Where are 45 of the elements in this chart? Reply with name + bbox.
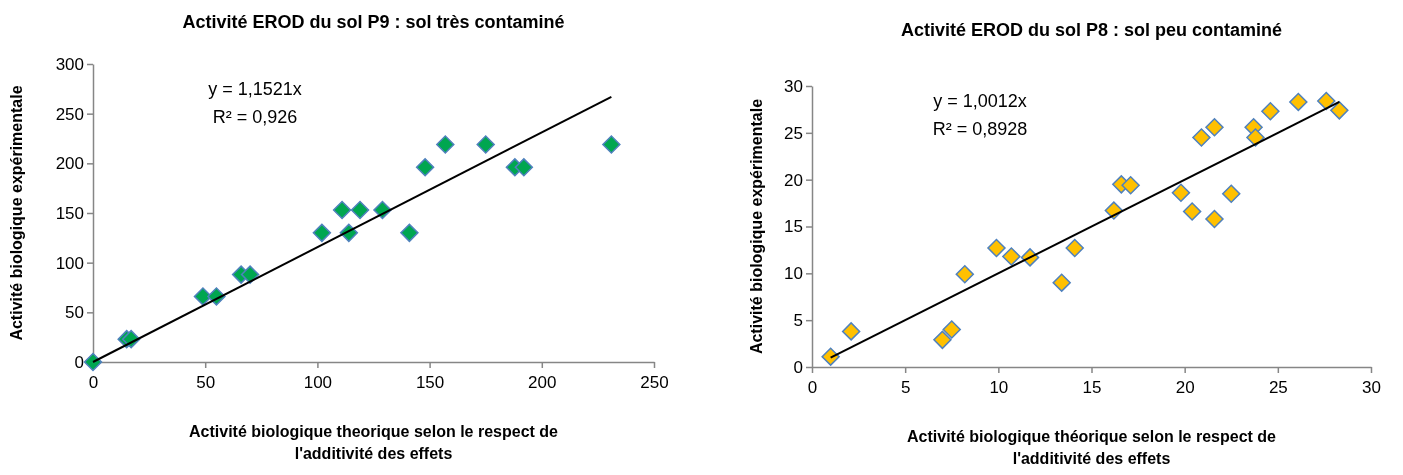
- x-tick-label: 150: [415, 373, 445, 392]
- y-tick-label: 150: [55, 203, 84, 223]
- annotation: R² = 0,926: [212, 107, 298, 127]
- x-axis-title: Activité biologique theorique selon le respect de l'additivité des effets: [189, 423, 559, 462]
- x-tick-label: 10: [989, 378, 1009, 397]
- point: [350, 200, 370, 220]
- y-tick-label: 10: [784, 264, 803, 284]
- point: [1171, 183, 1191, 203]
- annotation: y = 1,1521x: [208, 79, 302, 99]
- y-axis-title: Activité biologique expérimentale: [8, 85, 25, 341]
- y-tick-label: 0: [793, 357, 803, 377]
- y-tick-label: 300: [55, 54, 84, 74]
- x-tick-label: 50: [196, 373, 216, 392]
- y-tick-label: 0: [74, 352, 84, 372]
- x-tick-label: 15: [1082, 378, 1102, 397]
- x-tick-label: 0: [88, 373, 99, 392]
- y-tick-label: 50: [65, 303, 84, 323]
- y-tick-label: 25: [784, 123, 803, 143]
- point: [1317, 91, 1336, 111]
- y-tick-label: 250: [55, 104, 84, 124]
- x-tick-label: 20: [1175, 378, 1195, 397]
- point: [1065, 238, 1084, 258]
- x-tick-label: 5: [900, 378, 911, 397]
- x-tick-label: 0: [807, 378, 818, 397]
- y-axis-title: Activité biologique expérimentale: [748, 98, 765, 355]
- y-tick-label: 30: [784, 76, 803, 96]
- chart-title: Activité EROD du sol P9 : sol très contaminé: [182, 12, 565, 32]
- x-tick-label: 200: [528, 373, 557, 392]
- x-tick-label: 100: [303, 373, 333, 392]
- y-tick-label: 100: [55, 253, 84, 273]
- y-tick-label: 15: [784, 217, 803, 237]
- point: [240, 265, 260, 284]
- point: [1002, 247, 1021, 266]
- y-tick-label: 200: [55, 154, 84, 174]
- x-tick-label: 30: [1362, 378, 1381, 397]
- annotation: R² = 0,8928: [932, 119, 1028, 139]
- point: [514, 158, 534, 177]
- y-tick-label: 20: [784, 170, 803, 190]
- annotation: y = 1,0012x: [933, 91, 1027, 111]
- chart-title: Activité EROD du sol P8 : sol peu contaminé: [900, 20, 1283, 40]
- x-tick-label: 25: [1268, 378, 1288, 397]
- x-tick-label: 250: [640, 373, 669, 392]
- x-axis-title: Activité biologique théorique selon le respect de l'additivité des effets: [907, 428, 1277, 467]
- point: [1121, 176, 1140, 195]
- y-tick-label: 5: [793, 311, 803, 331]
